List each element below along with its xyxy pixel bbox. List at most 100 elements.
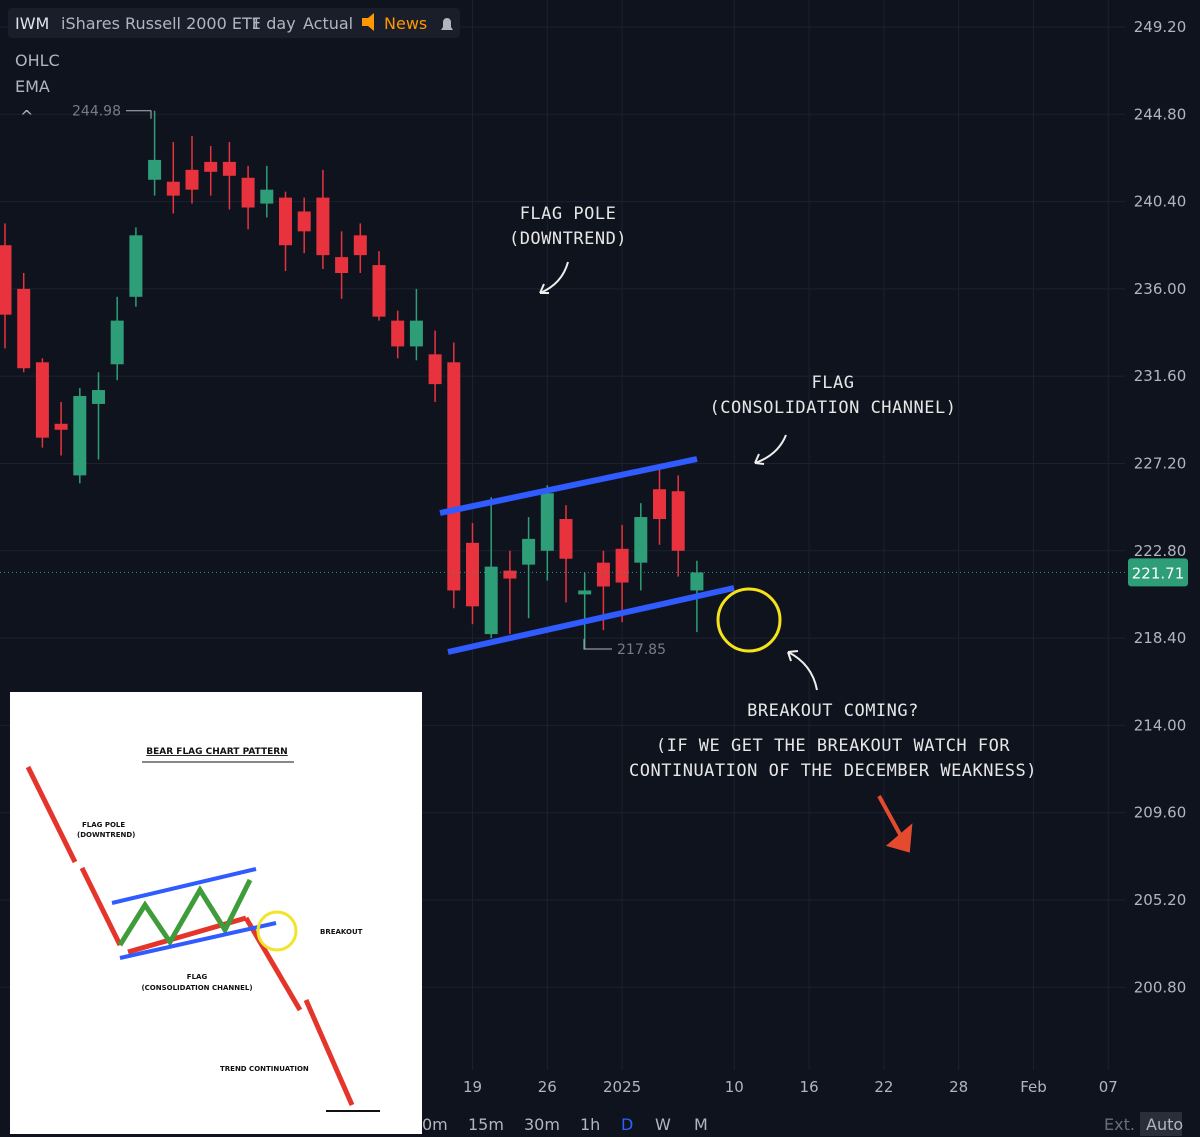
body: [466, 542, 479, 607]
inset-label: (CONSOLIDATION CHANNEL): [141, 984, 252, 992]
lower-channel: [447, 585, 735, 655]
body: [447, 362, 461, 591]
candles: [0, 110, 704, 649]
interval-button[interactable]: 0m: [422, 1115, 448, 1134]
news[interactable]: News: [384, 14, 427, 33]
body: [634, 517, 648, 563]
price-axis: 249.20 244.80 240.40 236.00 231.60 227.20 222.…: [1125, 0, 1200, 1105]
inset-channel: [119, 921, 277, 960]
arrow: [539, 261, 569, 294]
body: [0, 245, 12, 315]
interval-button[interactable]: 1h: [580, 1115, 600, 1134]
y-tick-label: 227.20: [1134, 454, 1187, 472]
body: [578, 590, 592, 595]
bell-icon[interactable]: [441, 18, 453, 30]
body: [559, 519, 573, 559]
body: [372, 265, 386, 317]
arrow: [787, 650, 818, 691]
inset-label: FLAG POLE: [82, 821, 125, 829]
x-tick-label: 26: [538, 1078, 557, 1096]
x-tick-label: 22: [874, 1078, 893, 1096]
auto-bg: [1140, 1112, 1182, 1136]
news-icon: [362, 13, 374, 31]
body: [92, 390, 105, 404]
body: [671, 491, 685, 551]
x-tick-label: 19: [463, 1078, 482, 1096]
name: iShares Russell 2000 ETF: [61, 14, 261, 33]
body: [540, 493, 554, 551]
inset-title: BEAR FLAG CHART PATTERN: [146, 747, 287, 757]
x-tick-label: Feb: [1020, 1078, 1047, 1096]
y-tick-label: 231.60: [1134, 367, 1187, 385]
header-bar: [8, 8, 460, 38]
body: [148, 159, 162, 180]
body: [615, 548, 629, 583]
collapse[interactable]: ^: [20, 107, 33, 126]
y-tick-label: 222.80: [1134, 542, 1187, 560]
inset-trend: [25, 765, 355, 1107]
y-tick-label: 209.60: [1134, 804, 1187, 822]
body: [409, 320, 423, 347]
price-tag-bg: [1128, 558, 1188, 587]
arrow: [754, 434, 787, 465]
y-tick-label: 218.40: [1134, 629, 1187, 647]
x-tick-label: 16: [800, 1078, 819, 1096]
body: [316, 197, 330, 256]
x-tick-label: 07: [1099, 1078, 1118, 1096]
y-tick-label: 214.00: [1134, 716, 1187, 734]
y-tick-label: 236.00: [1134, 280, 1187, 298]
body: [166, 181, 180, 196]
interval: 1 day: [251, 14, 296, 33]
body: [35, 362, 49, 438]
body: [204, 161, 218, 172]
body: [297, 211, 311, 232]
body: [503, 570, 517, 579]
mode: Actual: [303, 14, 353, 33]
body: [110, 320, 124, 365]
inset: BEAR FLAG CHART PATTERN FLAG POLE (DOWNT…: [10, 692, 422, 1134]
inset-channel: [111, 867, 257, 905]
indicator[interactable]: OHLC: [15, 51, 60, 70]
annotation: CONTINUATION OF THE DECEMBER WEAKNESS): [629, 761, 1037, 781]
y-tick-label: 200.80: [1134, 978, 1187, 996]
indicator[interactable]: EMA: [15, 77, 50, 96]
auto-button[interactable]: Auto: [1146, 1115, 1183, 1134]
ext-button[interactable]: Ext.: [1104, 1115, 1135, 1134]
body: [54, 423, 68, 430]
body: [353, 235, 367, 256]
y-tick-label: 240.40: [1134, 193, 1187, 211]
annotation: FLAG POLE: [520, 204, 617, 224]
interval-button[interactable]: 30m: [524, 1115, 560, 1134]
body: [335, 257, 349, 274]
body: [279, 197, 292, 246]
body: [241, 177, 255, 208]
body: [596, 562, 610, 587]
interval-button[interactable]: 15m: [468, 1115, 504, 1134]
annotation: (IF WE GET THE BREAKOUT WATCH FOR: [656, 736, 1011, 756]
high-marker: [126, 110, 152, 119]
high-label: 244.98: [72, 104, 121, 120]
annotation: (DOWNTREND): [509, 229, 627, 249]
inset-label: FLAG: [187, 973, 208, 981]
body: [260, 189, 274, 204]
body: [17, 288, 31, 369]
interval-button[interactable]: W: [655, 1115, 671, 1134]
low-label: 217.85: [617, 642, 666, 658]
inset-circle: [256, 910, 298, 952]
body: [690, 572, 704, 591]
inset-label: (DOWNTREND): [77, 831, 135, 839]
y-tick-label: 249.20: [1134, 18, 1187, 36]
body: [653, 489, 666, 520]
interval-button[interactable]: M: [694, 1115, 708, 1134]
body: [222, 161, 236, 176]
symbol: IWM: [15, 14, 49, 33]
inset-zigzag: [117, 878, 253, 947]
annotation: (CONSOLIDATION CHANNEL): [710, 398, 957, 418]
interval-button[interactable]: D: [621, 1115, 633, 1134]
body: [185, 169, 199, 190]
x-tick-label: 10: [725, 1078, 744, 1096]
body: [428, 354, 442, 385]
body: [484, 566, 498, 635]
low-marker: [583, 638, 612, 650]
